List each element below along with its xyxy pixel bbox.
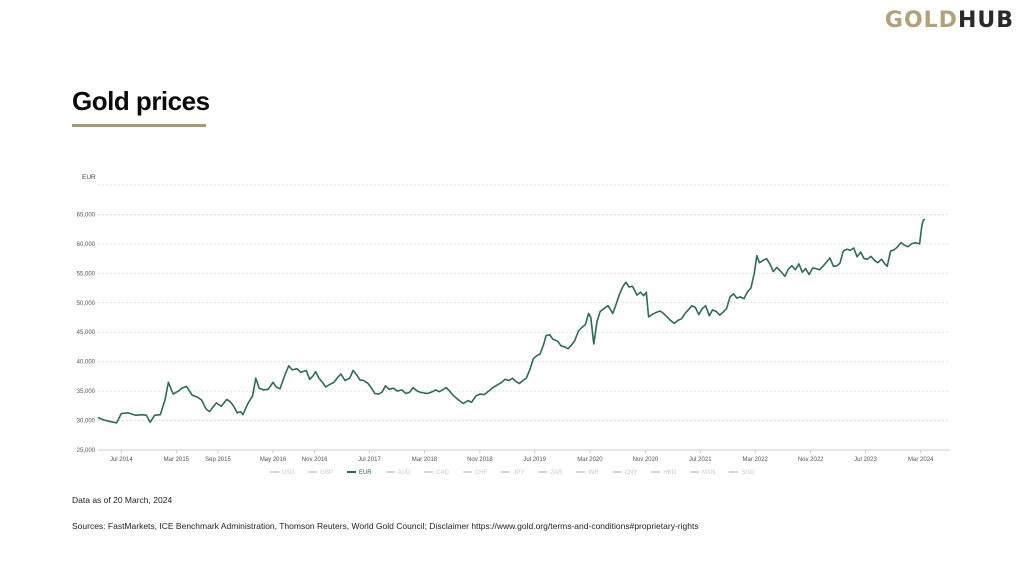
x-tick-label: Mar 2020 [577,457,603,463]
legend-label: AUD [397,470,411,476]
gold-price-chart: 25,000 30,000 35,000 40,000 45,000 50,000 55,0… [77,174,950,463]
legend-label: MXN [702,470,716,476]
x-tick-label: Mar 2018 [412,457,438,463]
logo-hub-text: HUB [957,8,1014,33]
goldhub-logo: GOLDHUB [885,8,1014,33]
y-tick-label: 65,000 [77,212,96,218]
x-tick-label: May 2016 [260,457,287,463]
x-tick-label: Mar 2024 [908,457,934,463]
data-date-note: Data as of 20 March, 2024 [72,495,173,505]
y-axis-label: EUR [82,174,96,181]
legend-item-usd[interactable]: USD [269,470,295,476]
x-tick-label: Jul 2014 [110,457,133,463]
legend-swatch [729,471,739,474]
x-tick-label: Jul 2017 [358,457,381,463]
legend-item-zar[interactable]: ZAR [538,470,562,476]
x-tick-label: Nov 2016 [302,457,328,463]
x-tick-label: Nov 2018 [467,457,493,463]
x-tick-label: Nov 2022 [798,457,824,463]
y-tick-label: 30,000 [77,419,96,425]
y-tick-label: 60,000 [77,242,96,248]
legend-label: INR [588,470,599,476]
y-tick-label: 25,000 [77,448,96,454]
legend-swatch [385,471,395,474]
x-tick-label: Mar 2022 [743,457,769,463]
legend-swatch [346,471,356,474]
legend-swatch [308,471,318,474]
legend-label: HKD [663,470,677,476]
legend-swatch [269,471,279,474]
y-tick-label: 35,000 [77,389,96,395]
legend-item-cny[interactable]: CNY [612,470,638,476]
x-tick-label: Sep 2015 [205,457,231,463]
y-tick-label: 45,000 [77,330,96,336]
legend-item-mxn[interactable]: MXN [690,470,715,476]
legend-swatch [651,471,661,474]
legend-item-cad[interactable]: CAD [424,470,449,476]
x-tick-label: Nov 2020 [633,457,659,463]
y-tick-label: 50,000 [77,301,96,307]
legend-swatch [576,471,586,474]
legend-label: CNY [624,470,638,476]
x-tick-label: Jul 2019 [523,457,546,463]
y-tick-label: 55,000 [77,271,96,277]
legend-item-chf[interactable]: CHF [462,470,488,476]
legend-label: GBP [320,470,333,476]
legend-label: ZAR [550,470,563,476]
legend-swatch [612,471,622,474]
series-line-eur [97,218,926,424]
x-tick-label: Mar 2015 [164,457,190,463]
y-tick-label: 40,000 [77,360,96,366]
legend-swatch [462,471,472,474]
x-tick-label: Jul 2021 [689,457,712,463]
legend-label: EUR [358,470,372,476]
legend-label: JPY [513,470,525,476]
legend-item-jpy[interactable]: JPY [501,470,524,476]
legend-swatch [501,471,511,474]
page-title: Gold prices [72,86,210,116]
logo-gold-text: GOLD [884,8,958,33]
legend-item-gbp[interactable]: GBP [308,470,333,476]
legend-item-eur[interactable]: EUR [346,470,372,476]
legend-swatch [690,471,700,474]
legend-swatch [538,471,548,474]
legend-label: SGD [741,470,755,476]
legend-label: CAD [436,470,449,476]
legend-label: CHF [474,470,488,476]
legend-label: USD [281,470,295,476]
legend-item-inr[interactable]: INR [576,470,599,476]
legend-swatch [424,471,434,474]
title-underline [72,124,206,127]
sources-note: Sources: FastMarkets, ICE Benchmark Admi… [72,521,699,531]
legend-item-aud[interactable]: AUD [385,470,411,476]
x-tick-label: Jul 2023 [854,457,877,463]
legend-item-hkd[interactable]: HKD [651,470,676,476]
currency-legend: USD GBP EUR AUD CAD CHF JPY ZAR INR CNY HKD MXN SGD [0,470,1024,476]
legend-item-sgd[interactable]: SGD [729,470,754,476]
